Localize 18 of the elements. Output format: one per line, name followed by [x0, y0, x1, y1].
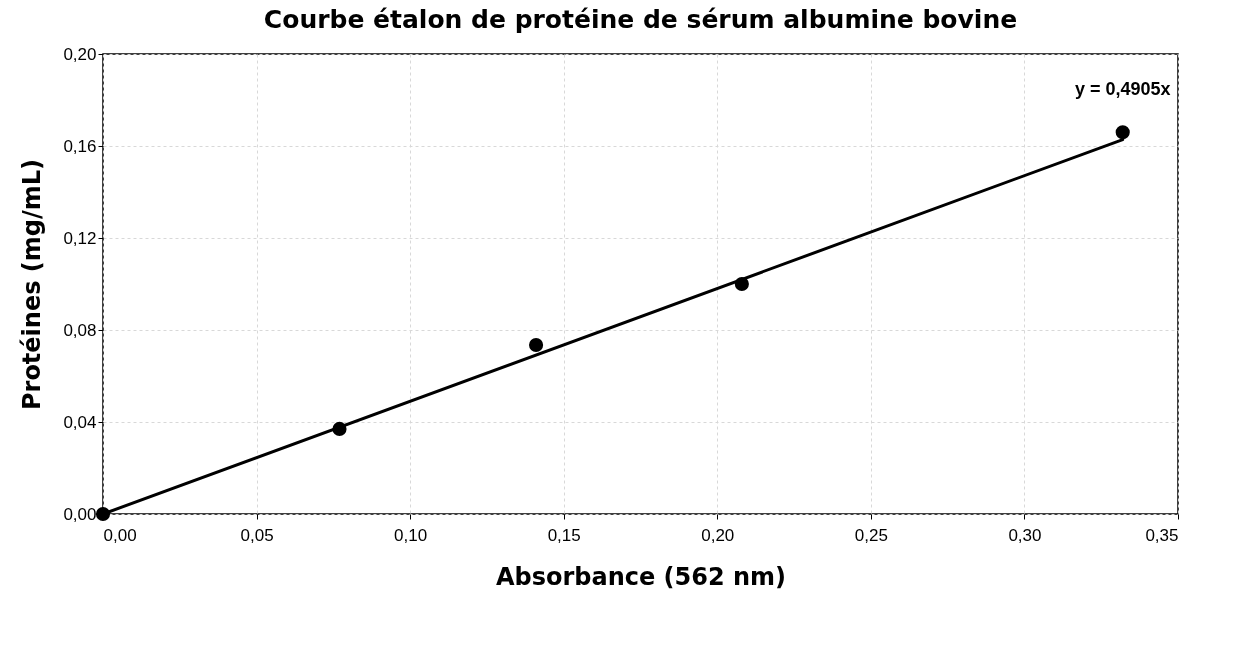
x-tick-label: 0,30 [1008, 525, 1042, 545]
y-tick-label: 0,08 [63, 320, 97, 340]
y-tick-label: 0,20 [63, 44, 97, 64]
y-tick-label: 0,04 [63, 412, 97, 432]
x-tick-label: 0,00 [103, 525, 137, 545]
annotation: y = 0,4905x [1074, 78, 1171, 99]
y-tick-label: 0,12 [63, 228, 97, 248]
y-tick-label: 0,00 [63, 504, 97, 524]
x-tick-label: 0,35 [1145, 525, 1179, 545]
y-tick-label: 0,16 [63, 136, 97, 156]
x-axis-title: Absorbance (562 nm) [495, 562, 787, 591]
x-tick-label: 0,10 [394, 525, 428, 545]
x-tick-label: 0,20 [701, 525, 735, 545]
y-axis-title: Protéines (mg/mL) [18, 158, 47, 411]
x-tick-label: 0,25 [854, 525, 888, 545]
x-tick-label: 0,15 [547, 525, 581, 545]
x-tick-label: 0,05 [240, 525, 274, 545]
chart-title: Courbe étalon de protéine de sérum albumine bovine [263, 5, 1018, 34]
